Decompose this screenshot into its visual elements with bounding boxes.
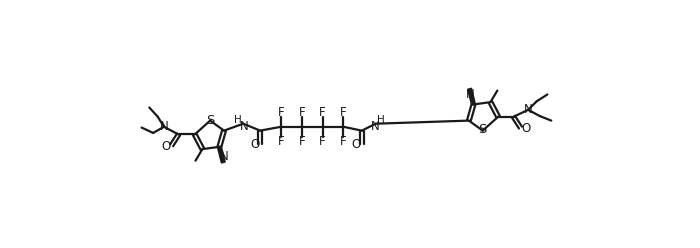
Text: S: S bbox=[479, 123, 487, 136]
Text: H: H bbox=[234, 115, 241, 125]
Text: F: F bbox=[340, 135, 346, 148]
Text: N: N bbox=[160, 120, 168, 133]
Text: N: N bbox=[370, 120, 379, 133]
Text: F: F bbox=[298, 135, 305, 148]
Text: F: F bbox=[319, 135, 326, 148]
Text: N: N bbox=[524, 103, 533, 116]
Text: F: F bbox=[298, 106, 305, 119]
Text: O: O bbox=[352, 138, 361, 151]
Text: F: F bbox=[340, 106, 346, 119]
Text: O: O bbox=[162, 140, 171, 153]
Text: F: F bbox=[319, 106, 326, 119]
Text: F: F bbox=[278, 135, 284, 148]
Text: O: O bbox=[522, 122, 531, 135]
Text: H: H bbox=[377, 115, 385, 125]
Text: F: F bbox=[278, 106, 284, 119]
Text: N: N bbox=[239, 120, 248, 133]
Text: N: N bbox=[220, 150, 228, 163]
Text: S: S bbox=[206, 114, 214, 127]
Text: O: O bbox=[250, 138, 260, 151]
Text: N: N bbox=[466, 88, 475, 101]
